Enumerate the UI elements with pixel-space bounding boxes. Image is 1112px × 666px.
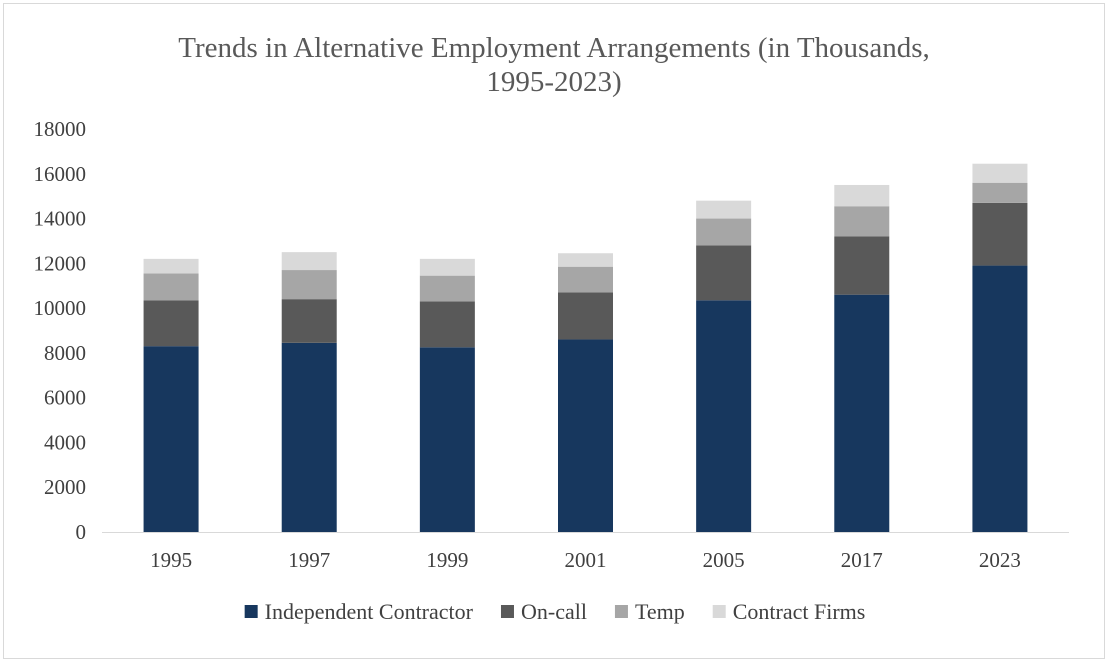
chart-title-line-1: Trends in Alternative Employment Arrange…	[178, 32, 930, 64]
y-tick-label: 8000	[44, 341, 86, 365]
y-tick-label: 0	[76, 520, 87, 544]
legend-label: Temp	[635, 599, 685, 624]
legend-swatch	[244, 605, 258, 618]
bar-segment-contract-firms-2023	[972, 163, 1028, 183]
chart-title: Trends in Alternative Employment Arrange…	[178, 32, 930, 98]
y-tick-label: 10000	[34, 296, 87, 320]
bar-segment-on-call-1999	[419, 301, 475, 348]
y-axis: 0 2000 4000 6000 8000 10000 12000 14000 16000 180…	[34, 117, 87, 544]
x-tick-label: 1995	[150, 548, 192, 572]
x-tick-label: 1999	[426, 548, 468, 572]
x-tick-label: 2005	[703, 548, 745, 572]
bar-segment-on-call-2001	[558, 292, 613, 340]
y-tick-label: 12000	[34, 251, 87, 275]
legend-swatch	[614, 605, 628, 618]
bar-segment-independent-contractor-2017	[834, 294, 890, 532]
y-tick-label: 16000	[34, 162, 87, 186]
bar-segment-on-call-1997	[281, 299, 337, 343]
legend-item-independent-contractor: Independent Contractor	[244, 599, 474, 624]
bar-segment-on-call-2017	[834, 236, 890, 295]
x-tick-label: 2017	[841, 548, 883, 572]
bar-segment-temp-1997	[281, 270, 337, 300]
bar-segment-independent-contractor-2023	[972, 265, 1028, 532]
bar-segment-temp-2001	[558, 266, 613, 293]
y-tick-label: 18000	[34, 117, 87, 141]
legend-label: On-call	[521, 599, 587, 624]
y-tick-label: 14000	[34, 207, 87, 231]
bars	[143, 163, 1028, 532]
legend-item-temp: Temp	[614, 599, 685, 624]
bar-segment-temp-1999	[419, 275, 475, 302]
legend: Independent Contractor On-call Temp Contrac…	[244, 599, 866, 624]
legend-item-on-call: On-call	[500, 599, 587, 624]
bar-segment-temp-2005	[696, 218, 752, 246]
bar-segment-temp-2023	[972, 182, 1028, 203]
legend-swatch	[712, 605, 726, 618]
bar-segment-temp-2017	[834, 206, 890, 237]
bar-segment-independent-contractor-2001	[558, 339, 613, 532]
legend-swatch	[500, 605, 514, 618]
bar-segment-independent-contractor-1995	[143, 346, 199, 532]
legend-label: Contract Firms	[733, 599, 866, 624]
y-tick-label: 2000	[44, 475, 86, 499]
bar-segment-on-call-2005	[696, 245, 752, 301]
chart-title-line-2: 1995-2023)	[486, 66, 621, 98]
bar-segment-contract-firms-1995	[143, 258, 199, 274]
legend-item-contract-firms: Contract Firms	[712, 599, 866, 624]
bar-segment-contract-firms-1997	[281, 252, 337, 271]
bar-segment-on-call-2023	[972, 202, 1028, 266]
bar-segment-contract-firms-2001	[558, 253, 613, 267]
bar-segment-temp-1995	[143, 273, 199, 301]
bar-segment-contract-firms-2017	[834, 184, 890, 207]
x-tick-label: 1997	[288, 548, 330, 572]
bar-segment-on-call-1995	[143, 300, 199, 347]
bar-segment-contract-firms-2005	[696, 200, 752, 219]
y-tick-label: 6000	[44, 386, 86, 410]
bar-segment-contract-firms-1999	[419, 258, 475, 276]
x-tick-label: 2023	[979, 548, 1021, 572]
stacked-bar-chart: Trends in Alternative Employment Arrange…	[34, 32, 1069, 624]
chart-frame: Trends in Alternative Employment Arrange…	[3, 3, 1105, 659]
bar-segment-independent-contractor-1999	[419, 347, 475, 532]
bar-segment-independent-contractor-2005	[696, 300, 752, 532]
x-axis: 1995 1997 1999 2001 2005 2017 2023	[150, 548, 1021, 572]
y-tick-label: 4000	[44, 430, 86, 454]
bar-segment-independent-contractor-1997	[281, 342, 337, 532]
legend-label: Independent Contractor	[265, 599, 474, 624]
x-tick-label: 2001	[565, 548, 607, 572]
